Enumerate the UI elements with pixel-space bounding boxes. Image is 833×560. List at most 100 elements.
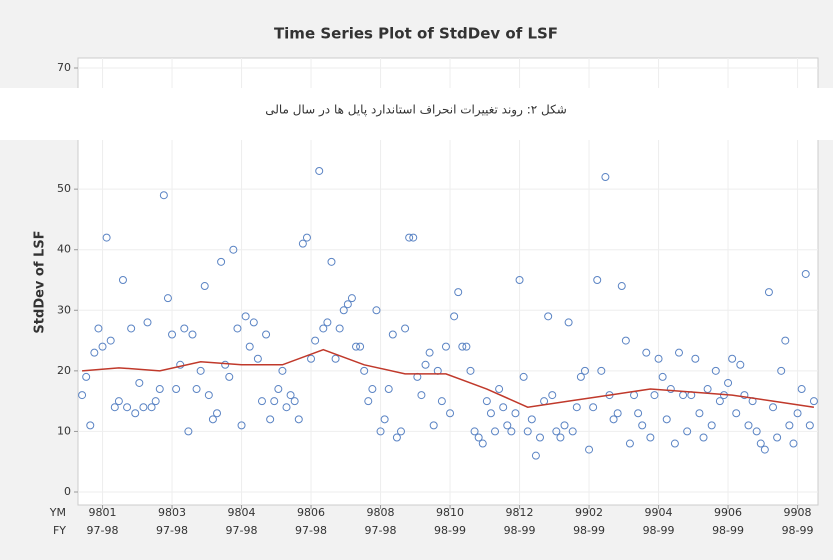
point — [217, 257, 226, 266]
point — [159, 191, 168, 200]
point — [740, 391, 749, 400]
point — [499, 403, 508, 412]
point — [564, 318, 573, 327]
point — [409, 233, 418, 242]
point — [789, 439, 798, 448]
point — [441, 342, 450, 351]
point — [127, 324, 136, 333]
point — [356, 342, 365, 351]
point — [773, 433, 782, 442]
point — [229, 245, 238, 254]
point — [585, 445, 594, 454]
point — [666, 385, 675, 394]
point — [466, 366, 475, 375]
point — [221, 360, 230, 369]
point — [568, 427, 577, 436]
point — [646, 433, 655, 442]
x-row-label: YM — [49, 506, 66, 519]
point — [213, 409, 222, 418]
point — [208, 415, 217, 424]
point — [601, 173, 610, 182]
point — [123, 403, 132, 412]
point — [131, 409, 140, 418]
point — [172, 385, 181, 394]
point — [691, 354, 700, 363]
point — [589, 403, 598, 412]
point — [597, 366, 606, 375]
point — [225, 372, 234, 381]
point — [270, 397, 279, 406]
point — [809, 397, 818, 406]
point — [245, 342, 254, 351]
point — [302, 233, 311, 242]
point — [458, 342, 467, 351]
x-tick-label: 9806 — [297, 506, 325, 519]
point — [793, 409, 802, 418]
point — [388, 330, 397, 339]
point — [446, 409, 455, 418]
x-tick-sublabel: 97-98 — [295, 524, 327, 537]
point — [531, 451, 540, 460]
point — [417, 391, 426, 400]
point — [642, 348, 651, 357]
point — [319, 324, 328, 333]
point — [347, 294, 356, 303]
point — [106, 336, 115, 345]
x-tick-sublabel: 98-99 — [782, 524, 814, 537]
caption-band — [0, 88, 833, 140]
x-tick-label: 9812 — [506, 506, 534, 519]
point — [168, 330, 177, 339]
x-tick-label: 9902 — [575, 506, 603, 519]
point — [401, 324, 410, 333]
point — [323, 318, 332, 327]
point — [560, 421, 569, 430]
point — [699, 433, 708, 442]
point — [311, 336, 320, 345]
point — [777, 366, 786, 375]
point — [155, 385, 164, 394]
point — [650, 391, 659, 400]
point — [654, 354, 663, 363]
point — [572, 403, 581, 412]
point — [376, 427, 385, 436]
x-row-label: FY — [53, 524, 66, 537]
x-tick-sublabel: 97-98 — [156, 524, 188, 537]
x-tick-label: 9904 — [645, 506, 673, 519]
point — [805, 421, 814, 430]
point — [544, 312, 553, 321]
point — [662, 415, 671, 424]
point — [200, 282, 209, 291]
point — [638, 421, 647, 430]
point — [683, 427, 692, 436]
point — [343, 300, 352, 309]
point — [384, 385, 393, 394]
point — [315, 166, 324, 175]
point — [102, 233, 111, 242]
x-tick-sublabel: 98-99 — [504, 524, 536, 537]
point — [249, 318, 258, 327]
point — [515, 276, 524, 284]
point — [294, 415, 303, 424]
chart-title: Time Series Plot of StdDev of LSF — [274, 25, 558, 43]
point — [478, 439, 487, 448]
point — [756, 439, 765, 448]
point — [78, 391, 87, 400]
point — [253, 354, 262, 363]
x-tick-label: 9803 — [158, 506, 186, 519]
point — [617, 282, 626, 291]
point — [462, 342, 471, 351]
point — [188, 330, 197, 339]
point — [368, 385, 377, 394]
point — [609, 415, 618, 424]
x-tick-label: 9804 — [228, 506, 256, 519]
point — [429, 421, 438, 430]
point — [724, 378, 733, 387]
point — [580, 366, 589, 375]
point — [184, 427, 193, 436]
point — [736, 360, 745, 369]
point — [752, 427, 761, 436]
y-tick-label: 50 — [57, 182, 71, 195]
point — [674, 348, 683, 357]
point — [634, 409, 643, 418]
